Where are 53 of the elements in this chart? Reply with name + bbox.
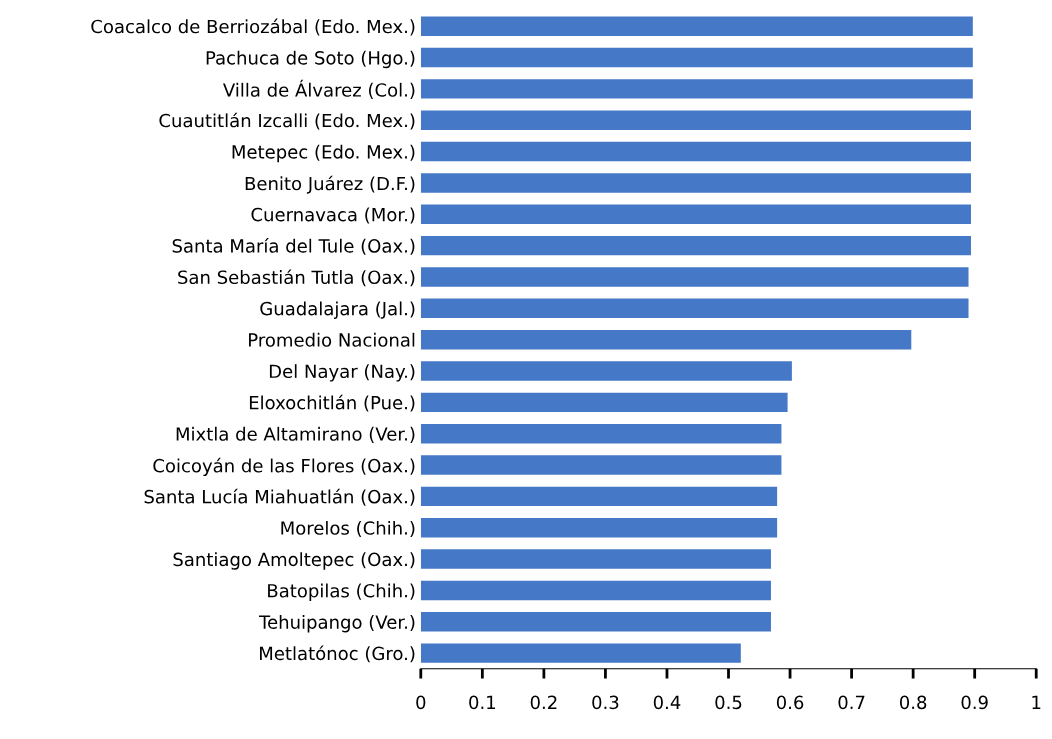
x-tick-label: 0.4 (653, 695, 681, 710)
y-tick-label: Santa Lucía Miahuatlán (Oax.) (144, 488, 415, 506)
bar (420, 549, 771, 569)
bar (420, 79, 973, 99)
y-tick-label: Santa María del Tule (Oax.) (172, 238, 415, 255)
y-tick-label: Eloxochitlán (Pue.) (249, 394, 415, 412)
bar (420, 455, 782, 475)
bar (420, 580, 771, 601)
y-tick-label: Metepec (Edo. Mex.) (232, 144, 415, 163)
y-tick-label: Promedio Nacional (249, 332, 415, 347)
x-tick-label: 0.6 (776, 695, 804, 710)
bar (420, 235, 971, 256)
bar (420, 110, 971, 130)
y-tick-label: Cuautitlán Izcalli (Edo. Mex.) (159, 112, 415, 130)
bar (420, 173, 971, 193)
y-tick-label: Villa de Álvarez (Col.) (223, 79, 415, 99)
y-tick-label: Coacalco de Berriozábal (Edo. Mex.) (91, 18, 415, 36)
x-tick-label: 0.7 (838, 695, 865, 710)
x-tick-label: 0.8 (899, 695, 927, 710)
y-tick-label: Coicoyán de las Flores (Oax.) (153, 457, 415, 477)
y-tick-label: Benito Juárez (D.F.) (245, 175, 415, 194)
bar (420, 298, 969, 319)
y-tick-label: Batopilas (Chih.) (268, 583, 415, 602)
y-tick-label: Del Nayar (Nay.) (269, 364, 415, 382)
y-tick-label: Pachuca de Soto (Hgo.) (206, 50, 415, 69)
bar (420, 612, 771, 632)
x-tick-label: 0.2 (530, 695, 557, 710)
bar (420, 267, 969, 287)
x-tick-label: 0.5 (715, 695, 742, 710)
y-tick-label: Guadalajara (Jal.) (260, 301, 415, 319)
y-tick-label: Cuernavaca (Mor.) (251, 207, 415, 224)
x-tick-label: 0.9 (961, 695, 988, 710)
bar (420, 141, 971, 162)
y-tick-label: Tehuipango (Ver.) (259, 614, 415, 633)
bar (420, 204, 971, 224)
bar (420, 423, 782, 444)
x-tick-label: 1 (1032, 695, 1041, 709)
y-tick-label: Morelos (Chih.) (281, 520, 415, 537)
bar (420, 47, 973, 68)
bar (420, 392, 788, 413)
y-tick-label: San Sebastián Tutla (Oax.) (178, 269, 415, 287)
bar (420, 329, 912, 350)
x-tick-label: 0.3 (592, 695, 619, 710)
bar (420, 16, 973, 36)
x-tick-label: 0.1 (469, 695, 496, 710)
y-tick-label: Metlatónoc (Gro.) (260, 645, 415, 663)
y-tick-label: Mixtla de Altamirano (Ver.) (176, 426, 415, 443)
bar (420, 643, 741, 663)
bar (420, 486, 778, 507)
bar (420, 518, 778, 538)
bar (420, 361, 792, 381)
x-tick-label: 0 (416, 695, 426, 710)
y-tick-label: Santiago Amoltepec (Oax.) (173, 552, 415, 570)
